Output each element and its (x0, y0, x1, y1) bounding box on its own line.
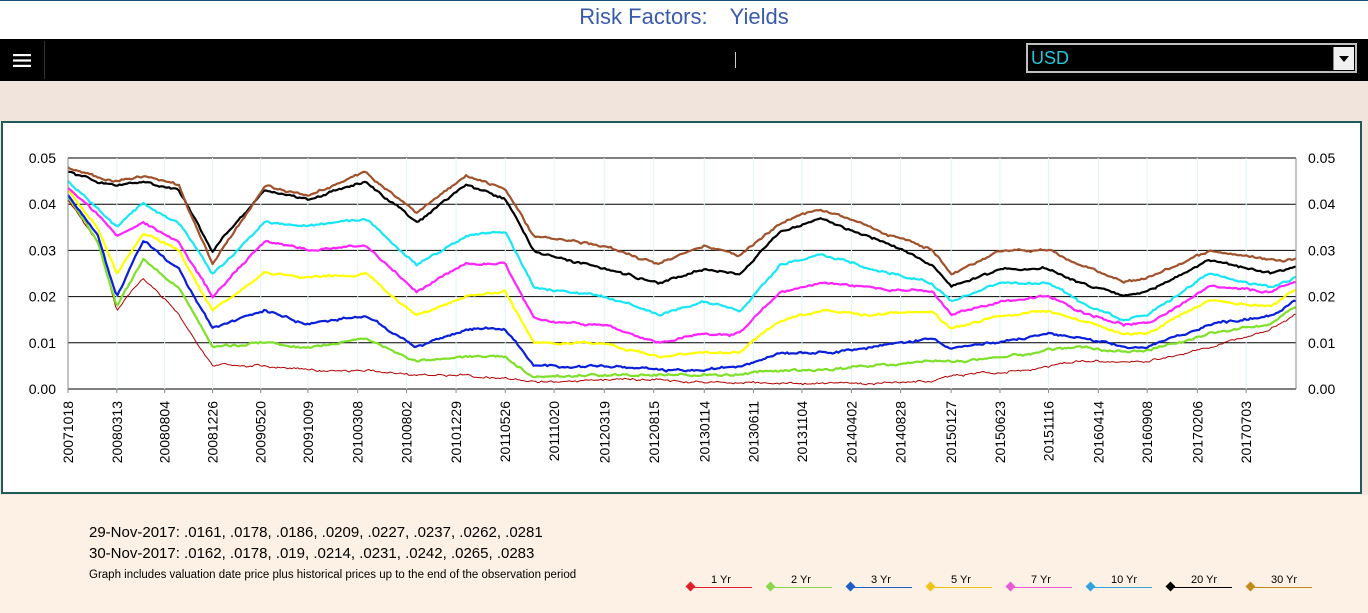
chevron-down-icon (1339, 56, 1349, 62)
legend-marker-icon (765, 581, 776, 592)
y-tick-label-left: 0.01 (29, 335, 56, 351)
series-line-1-yr (67, 199, 1297, 386)
chart-axes: 0.05 0.05 0.04 0.04 0.03 0.03 0.02 0.02 0.01 0.01… (29, 150, 1336, 463)
x-tick-label: 20160908 (1139, 401, 1155, 464)
x-tick-label: 20150623 (992, 401, 1008, 464)
legend-marker-icon (685, 581, 696, 592)
y-tick-label-left: 0.00 (29, 381, 56, 397)
series-line-3-yr (67, 194, 1297, 373)
x-tick-label: 20101229 (448, 401, 464, 464)
page-title-subject: Yields (729, 4, 789, 29)
yield-values-previous-day: 29-Nov-2017: .0161, .0178, .0186, .0209,… (89, 524, 543, 541)
legend-label: 20 Yr (1191, 574, 1218, 586)
series-line-5-yr (67, 189, 1297, 359)
x-tick-label: 20110526 (497, 401, 513, 462)
yield-values-valuation-date: 30-Nov-2017: .0162, .0178, .019, .0214, … (89, 545, 535, 562)
legend-item: 5 Yr (924, 574, 996, 598)
x-tick-label: 20081226 (205, 401, 221, 464)
legend-line (930, 587, 992, 588)
legend-item: 30 Yr (1244, 574, 1316, 598)
legend-line (770, 587, 832, 588)
series-line-30-yr (67, 166, 1297, 284)
legend-label: 1 Yr (711, 574, 731, 586)
legend-line (1170, 587, 1232, 588)
currency-select[interactable]: USD (1026, 43, 1357, 73)
chart-series-group (67, 166, 1297, 386)
title-bar: Risk Factors: Yields (0, 0, 1368, 39)
legend-label: 3 Yr (871, 574, 891, 586)
chart-legend: 1 Yr 2 Yr 3 Yr 5 Yr 7 Yr 10 Yr 20 Yr 30 Yr (684, 574, 1324, 598)
x-tick-label: 20091009 (300, 401, 316, 464)
text-cursor (735, 52, 736, 68)
x-tick-label: 20120815 (646, 401, 662, 464)
legend-marker-icon (925, 581, 936, 592)
x-tick-label: 20140402 (843, 401, 859, 464)
legend-label: 10 Yr (1111, 574, 1138, 586)
x-tick-label: 20080804 (157, 401, 173, 464)
chart-panel: 0.05 0.05 0.04 0.04 0.03 0.03 0.02 0.02 0.01 0.01… (1, 121, 1362, 494)
y-tick-label-right: 0.04 (1308, 196, 1335, 212)
y-tick-label-right: 0.02 (1308, 289, 1335, 305)
series-line-20-yr (67, 170, 1297, 297)
series-line-2-yr (67, 196, 1297, 379)
x-tick-label: 20100802 (399, 401, 415, 464)
chart-footnote: Graph includes valuation date price plus… (89, 569, 577, 581)
page-title: Risk Factors: Yields (0, 4, 1368, 30)
legend-item: 20 Yr (1164, 574, 1236, 598)
x-tick-label: 20071018 (60, 401, 76, 464)
spacer-band (0, 81, 1368, 121)
y-tick-label-right: 0.01 (1308, 335, 1335, 351)
legend-item: 2 Yr (764, 574, 836, 598)
legend-line (1090, 587, 1152, 588)
legend-line (690, 587, 752, 588)
legend-item: 3 Yr (844, 574, 916, 598)
x-tick-label: 20170206 (1189, 401, 1205, 464)
legend-line (850, 587, 912, 588)
x-tick-label: 20100308 (350, 401, 366, 464)
legend-marker-icon (1085, 581, 1096, 592)
legend-marker-icon (1245, 581, 1256, 592)
legend-line (1010, 587, 1072, 588)
x-tick-label: 20151116 (1040, 401, 1056, 461)
x-tick-label: 20090520 (253, 401, 269, 464)
x-tick-label: 20160414 (1090, 401, 1106, 464)
x-tick-label: 20120319 (596, 401, 612, 464)
legend-item: 10 Yr (1084, 574, 1156, 598)
toolbar-divider (44, 41, 45, 79)
y-tick-label-right: 0.05 (1308, 150, 1335, 166)
y-tick-label-right: 0.00 (1308, 381, 1335, 397)
x-tick-label: 20130114 (696, 401, 712, 462)
legend-item: 1 Yr (684, 574, 756, 598)
x-tick-label: 20140828 (893, 401, 909, 464)
y-tick-label-left: 0.05 (29, 150, 56, 166)
menu-button[interactable] (0, 39, 44, 81)
currency-dropdown-button[interactable] (1333, 47, 1354, 70)
page-title-prefix: Risk Factors: (579, 4, 708, 29)
legend-marker-icon (845, 581, 856, 592)
series-line-7-yr (67, 187, 1297, 344)
x-tick-label: 20111020 (546, 401, 562, 461)
hamburger-menu-icon (13, 54, 31, 67)
legend-item: 7 Yr (1004, 574, 1076, 598)
legend-label: 5 Yr (951, 574, 971, 586)
y-tick-label-right: 0.03 (1308, 242, 1335, 258)
x-tick-label: 20080313 (109, 401, 125, 464)
y-tick-label-left: 0.02 (29, 289, 56, 305)
yield-chart: 0.05 0.05 0.04 0.04 0.03 0.03 0.02 0.02 0.01 0.01… (29, 150, 1336, 463)
info-panel: 29-Nov-2017: .0161, .0178, .0186, .0209,… (0, 495, 1368, 613)
legend-label: 7 Yr (1031, 574, 1051, 586)
x-tick-label: 20131104 (794, 401, 810, 462)
legend-marker-icon (1165, 581, 1176, 592)
legend-marker-icon (1005, 581, 1016, 592)
legend-label: 2 Yr (791, 574, 811, 586)
x-tick-label: 20170703 (1238, 401, 1254, 464)
y-tick-label-left: 0.04 (29, 196, 56, 212)
series-line-10-yr (67, 180, 1297, 322)
x-tick-label: 20150127 (943, 401, 959, 464)
x-tick-label: 20130611 (745, 401, 761, 462)
y-tick-label-left: 0.03 (29, 242, 56, 258)
currency-select-value: USD (1031, 48, 1070, 68)
legend-label: 30 Yr (1271, 574, 1298, 586)
legend-line (1250, 587, 1312, 588)
